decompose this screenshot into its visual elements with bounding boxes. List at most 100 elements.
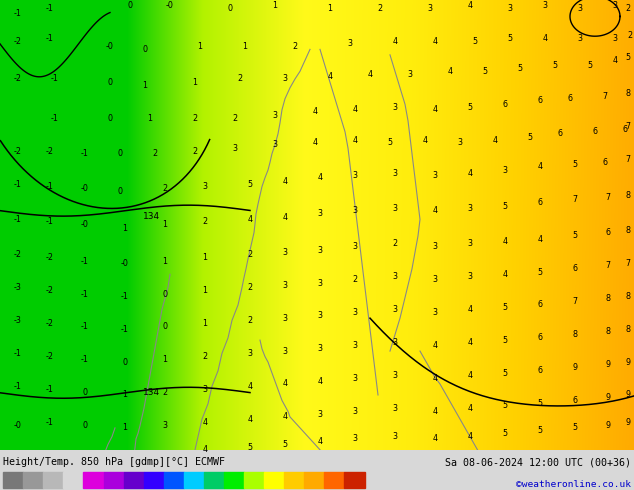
Text: -1: -1 bbox=[46, 418, 54, 427]
Text: 5: 5 bbox=[588, 61, 593, 71]
Text: 134: 134 bbox=[143, 212, 160, 220]
Text: 3: 3 bbox=[247, 349, 252, 358]
Text: 3: 3 bbox=[458, 138, 462, 147]
Bar bbox=[304, 472, 325, 489]
Text: -1: -1 bbox=[81, 355, 89, 365]
Text: 4: 4 bbox=[432, 374, 437, 383]
Text: Sa 08-06-2024 12:00 UTC (00+36): Sa 08-06-2024 12:00 UTC (00+36) bbox=[445, 457, 631, 467]
Text: 4: 4 bbox=[467, 432, 472, 441]
Text: 7: 7 bbox=[625, 259, 631, 268]
Text: 4: 4 bbox=[283, 379, 287, 389]
Text: 9: 9 bbox=[625, 391, 631, 399]
Text: 7: 7 bbox=[605, 261, 611, 270]
Text: 7: 7 bbox=[573, 195, 578, 204]
Text: 3: 3 bbox=[392, 432, 398, 441]
Text: 3: 3 bbox=[503, 166, 507, 174]
Text: 4: 4 bbox=[467, 371, 472, 380]
Bar bbox=[84, 472, 103, 489]
Text: ©weatheronline.co.uk: ©weatheronline.co.uk bbox=[516, 480, 631, 489]
Text: -2: -2 bbox=[14, 74, 22, 83]
Text: -1: -1 bbox=[46, 34, 54, 43]
Text: 5: 5 bbox=[482, 67, 488, 76]
Text: 4: 4 bbox=[283, 413, 287, 421]
Text: 3: 3 bbox=[318, 344, 323, 353]
Text: 1: 1 bbox=[122, 224, 127, 233]
Text: -1: -1 bbox=[46, 182, 54, 191]
Text: 6: 6 bbox=[573, 264, 578, 273]
Text: 3: 3 bbox=[578, 4, 583, 13]
Text: 4: 4 bbox=[202, 418, 207, 427]
Text: -2: -2 bbox=[46, 147, 54, 156]
Text: 6: 6 bbox=[573, 396, 578, 405]
Text: -3: -3 bbox=[14, 316, 22, 325]
Text: 3: 3 bbox=[318, 410, 323, 419]
Text: -1: -1 bbox=[81, 290, 89, 298]
Text: 3: 3 bbox=[427, 4, 432, 13]
Text: 4: 4 bbox=[318, 377, 323, 386]
Text: 4: 4 bbox=[318, 437, 323, 445]
Text: -2: -2 bbox=[46, 286, 54, 295]
Text: 5: 5 bbox=[527, 133, 533, 142]
Bar bbox=[284, 472, 304, 489]
Text: -0: -0 bbox=[81, 220, 89, 229]
Text: 5: 5 bbox=[502, 429, 508, 438]
Text: 5: 5 bbox=[387, 138, 392, 147]
Text: 2: 2 bbox=[247, 250, 252, 259]
Text: 4: 4 bbox=[538, 235, 543, 244]
Text: 7: 7 bbox=[602, 92, 607, 101]
Text: -1: -1 bbox=[121, 325, 129, 334]
Text: 0: 0 bbox=[162, 290, 167, 298]
Text: 3: 3 bbox=[543, 1, 548, 10]
Text: 5: 5 bbox=[552, 61, 557, 71]
Text: 1: 1 bbox=[193, 78, 198, 87]
Text: 4: 4 bbox=[543, 34, 548, 43]
Text: 3: 3 bbox=[392, 272, 398, 281]
Text: -0: -0 bbox=[106, 42, 114, 50]
Text: 3: 3 bbox=[273, 140, 278, 149]
Text: 2: 2 bbox=[162, 388, 167, 397]
Text: 7: 7 bbox=[625, 122, 631, 131]
Text: 4: 4 bbox=[448, 67, 453, 76]
Text: 1: 1 bbox=[143, 81, 148, 90]
Text: 3: 3 bbox=[467, 239, 472, 248]
Text: 3: 3 bbox=[432, 171, 437, 180]
Text: 3: 3 bbox=[432, 275, 437, 284]
Text: 0: 0 bbox=[228, 4, 233, 13]
Text: -1: -1 bbox=[46, 385, 54, 394]
Text: 2: 2 bbox=[162, 184, 167, 193]
Text: -3: -3 bbox=[14, 283, 22, 292]
Text: -1: -1 bbox=[46, 4, 54, 13]
Text: 3: 3 bbox=[467, 272, 472, 281]
Text: 6: 6 bbox=[538, 97, 543, 105]
Text: 2: 2 bbox=[202, 352, 207, 361]
Text: 8: 8 bbox=[626, 292, 630, 301]
Text: -2: -2 bbox=[14, 147, 22, 156]
Text: -0: -0 bbox=[166, 1, 174, 10]
Text: 1: 1 bbox=[202, 319, 207, 328]
Text: -1: -1 bbox=[14, 349, 22, 358]
Text: 5: 5 bbox=[282, 440, 288, 449]
Text: 2: 2 bbox=[247, 316, 252, 325]
Text: 2: 2 bbox=[193, 114, 198, 123]
Text: 3: 3 bbox=[392, 204, 398, 213]
Text: 3: 3 bbox=[202, 385, 207, 394]
Bar bbox=[3, 472, 23, 489]
Text: 5: 5 bbox=[502, 303, 508, 312]
Text: -2: -2 bbox=[46, 319, 54, 328]
Text: 4: 4 bbox=[432, 434, 437, 443]
Text: 4: 4 bbox=[422, 136, 427, 145]
Text: 4: 4 bbox=[467, 338, 472, 347]
Bar bbox=[164, 472, 184, 489]
Text: 4: 4 bbox=[503, 270, 507, 279]
Text: 3: 3 bbox=[392, 103, 398, 112]
Text: 6: 6 bbox=[593, 127, 597, 136]
Text: 4: 4 bbox=[247, 215, 252, 224]
Text: 2: 2 bbox=[247, 283, 252, 292]
Text: -1: -1 bbox=[14, 9, 22, 18]
Bar bbox=[124, 472, 144, 489]
Text: 6: 6 bbox=[602, 158, 607, 167]
Text: 1: 1 bbox=[202, 253, 207, 262]
Text: 4: 4 bbox=[467, 305, 472, 314]
Text: 7: 7 bbox=[605, 193, 611, 202]
Text: 5: 5 bbox=[573, 423, 578, 432]
